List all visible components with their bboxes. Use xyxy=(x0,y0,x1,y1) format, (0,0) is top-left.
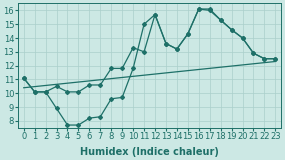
X-axis label: Humidex (Indice chaleur): Humidex (Indice chaleur) xyxy=(80,147,219,156)
